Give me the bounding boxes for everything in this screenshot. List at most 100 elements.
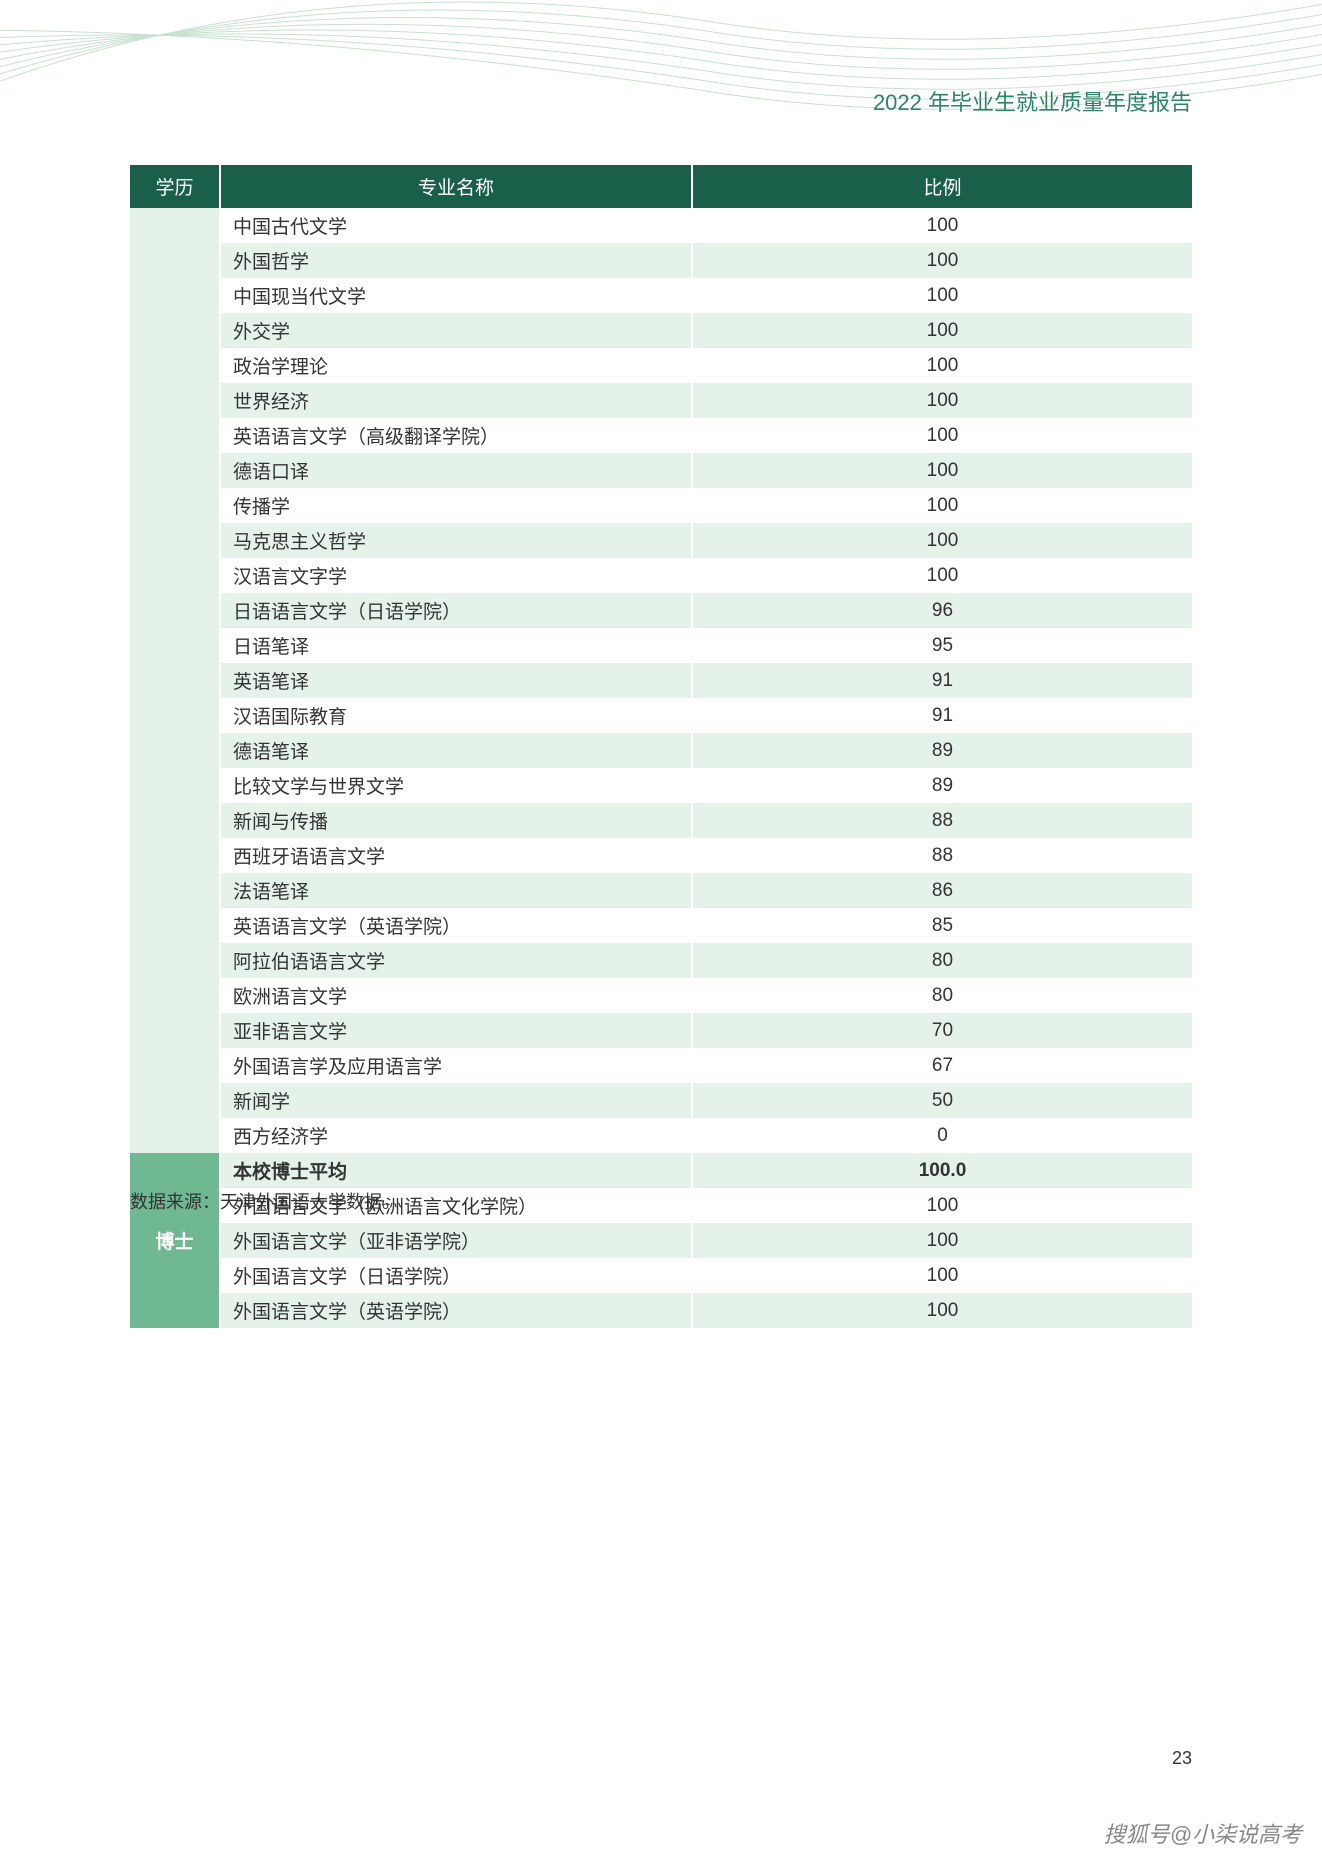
ratio-cell: 88	[692, 838, 1192, 873]
page-number: 23	[1172, 1748, 1192, 1769]
major-cell: 汉语言文字学	[220, 558, 692, 593]
ratio-cell: 100	[692, 418, 1192, 453]
major-cell: 汉语国际教育	[220, 698, 692, 733]
ratio-cell: 100	[692, 383, 1192, 418]
table-row: 世界经济100	[130, 383, 1192, 418]
table-row: 外国哲学100	[130, 243, 1192, 278]
major-cell: 本校博士平均	[220, 1153, 692, 1188]
ratio-cell: 0	[692, 1118, 1192, 1153]
employment-table: 学历 专业名称 比例 中国古代文学100外国哲学100中国现当代文学100外交学…	[130, 165, 1192, 1328]
ratio-cell: 86	[692, 873, 1192, 908]
table-row: 马克思主义哲学100	[130, 523, 1192, 558]
major-cell: 阿拉伯语语言文学	[220, 943, 692, 978]
table-row: 亚非语言文学70	[130, 1013, 1192, 1048]
major-cell: 外交学	[220, 313, 692, 348]
table-row: 法语笔译86	[130, 873, 1192, 908]
ratio-cell: 100	[692, 348, 1192, 383]
ratio-cell: 96	[692, 593, 1192, 628]
ratio-cell: 100	[692, 208, 1192, 243]
major-cell: 西方经济学	[220, 1118, 692, 1153]
major-cell: 外国语言学及应用语言学	[220, 1048, 692, 1083]
table-row: 外国语言学及应用语言学67	[130, 1048, 1192, 1083]
table-row: 外国语言文学（亚非语学院）100	[130, 1223, 1192, 1258]
table-row: 中国现当代文学100	[130, 278, 1192, 313]
major-cell: 亚非语言文学	[220, 1013, 692, 1048]
ratio-cell: 80	[692, 943, 1192, 978]
ratio-cell: 100.0	[692, 1153, 1192, 1188]
header-ratio: 比例	[692, 165, 1192, 208]
major-cell: 英语语言文学（英语学院）	[220, 908, 692, 943]
table-row: 英语语言文学（英语学院）85	[130, 908, 1192, 943]
ratio-cell: 50	[692, 1083, 1192, 1118]
major-cell: 外国哲学	[220, 243, 692, 278]
table-row: 汉语国际教育91	[130, 698, 1192, 733]
major-cell: 中国现当代文学	[220, 278, 692, 313]
ratio-cell: 91	[692, 663, 1192, 698]
ratio-cell: 100	[692, 1188, 1192, 1223]
major-cell: 欧洲语言文学	[220, 978, 692, 1013]
table-row: 日语笔译95	[130, 628, 1192, 663]
major-cell: 德语笔译	[220, 733, 692, 768]
ratio-cell: 95	[692, 628, 1192, 663]
ratio-cell: 100	[692, 1293, 1192, 1328]
table-row: 英语语言文学（高级翻译学院）100	[130, 418, 1192, 453]
major-cell: 日语语言文学（日语学院）	[220, 593, 692, 628]
table-row: 日语语言文学（日语学院）96	[130, 593, 1192, 628]
major-cell: 西班牙语语言文学	[220, 838, 692, 873]
table-row: 西班牙语语言文学88	[130, 838, 1192, 873]
ratio-cell: 89	[692, 768, 1192, 803]
table-row: 阿拉伯语语言文学80	[130, 943, 1192, 978]
major-cell: 世界经济	[220, 383, 692, 418]
ratio-cell: 100	[692, 243, 1192, 278]
table-row: 中国古代文学100	[130, 208, 1192, 243]
table-row: 新闻与传播88	[130, 803, 1192, 838]
major-cell: 日语笔译	[220, 628, 692, 663]
degree-cell-empty	[130, 208, 220, 1153]
table-row: 政治学理论100	[130, 348, 1192, 383]
major-cell: 政治学理论	[220, 348, 692, 383]
major-cell: 外国语言文学（日语学院）	[220, 1258, 692, 1293]
data-source-text: 数据来源：天津外国语大学数据。	[130, 1188, 400, 1214]
ratio-cell: 89	[692, 733, 1192, 768]
table-row: 传播学100	[130, 488, 1192, 523]
ratio-cell: 85	[692, 908, 1192, 943]
major-cell: 法语笔译	[220, 873, 692, 908]
table-row-average: 博士本校博士平均100.0	[130, 1153, 1192, 1188]
table-row: 新闻学50	[130, 1083, 1192, 1118]
ratio-cell: 80	[692, 978, 1192, 1013]
major-cell: 新闻学	[220, 1083, 692, 1118]
ratio-cell: 100	[692, 558, 1192, 593]
header-major: 专业名称	[220, 165, 692, 208]
major-cell: 外国语言文学（亚非语学院）	[220, 1223, 692, 1258]
table-row: 外交学100	[130, 313, 1192, 348]
major-cell: 英语语言文学（高级翻译学院）	[220, 418, 692, 453]
ratio-cell: 100	[692, 1258, 1192, 1293]
major-cell: 马克思主义哲学	[220, 523, 692, 558]
table-row: 比较文学与世界文学89	[130, 768, 1192, 803]
major-cell: 英语笔译	[220, 663, 692, 698]
page-title: 2022 年毕业生就业质量年度报告	[873, 85, 1192, 117]
major-cell: 新闻与传播	[220, 803, 692, 838]
table-row: 汉语言文字学100	[130, 558, 1192, 593]
table-row: 德语口译100	[130, 453, 1192, 488]
ratio-cell: 88	[692, 803, 1192, 838]
ratio-cell: 100	[692, 523, 1192, 558]
table-row: 欧洲语言文学80	[130, 978, 1192, 1013]
degree-cell-doctoral: 博士	[130, 1153, 220, 1328]
ratio-cell: 100	[692, 278, 1192, 313]
watermark-text: 搜狐号@小柒说高考	[1104, 1817, 1302, 1849]
ratio-cell: 100	[692, 488, 1192, 523]
major-cell: 德语口译	[220, 453, 692, 488]
table-row: 德语笔译89	[130, 733, 1192, 768]
table-row: 外国语言文学（英语学院）100	[130, 1293, 1192, 1328]
major-cell: 传播学	[220, 488, 692, 523]
ratio-cell: 100	[692, 453, 1192, 488]
table-row: 外国语言文学（日语学院）100	[130, 1258, 1192, 1293]
header-degree: 学历	[130, 165, 220, 208]
ratio-cell: 100	[692, 313, 1192, 348]
ratio-cell: 91	[692, 698, 1192, 733]
ratio-cell: 67	[692, 1048, 1192, 1083]
major-cell: 中国古代文学	[220, 208, 692, 243]
major-cell: 比较文学与世界文学	[220, 768, 692, 803]
table-row: 英语笔译91	[130, 663, 1192, 698]
